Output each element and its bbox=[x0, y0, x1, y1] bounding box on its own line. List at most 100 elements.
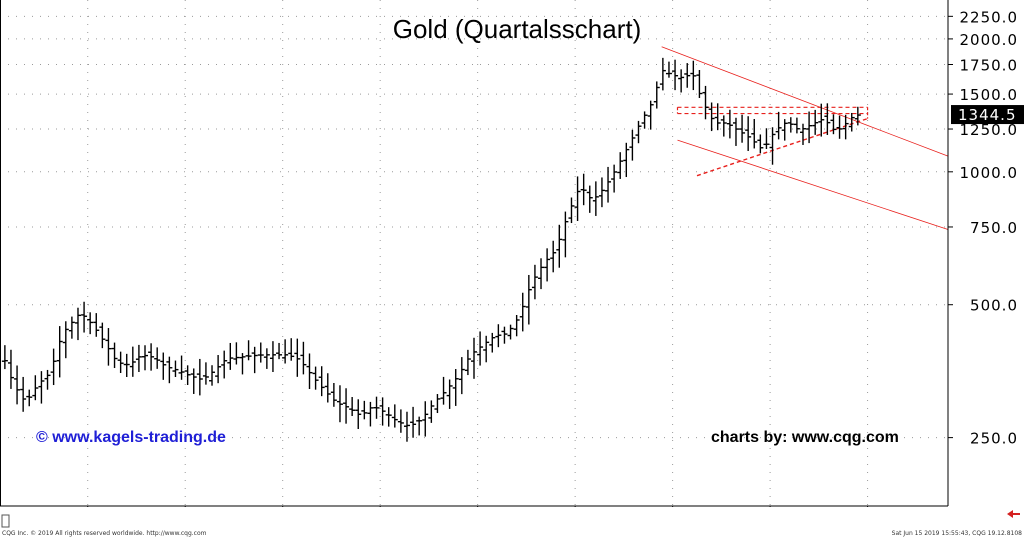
ohlc-bar bbox=[422, 401, 429, 437]
ohlc-bar bbox=[38, 371, 45, 404]
ohlc-bar bbox=[343, 388, 350, 424]
ohlc-bar bbox=[257, 342, 264, 363]
ohlc-bar bbox=[397, 409, 404, 433]
ohlc-bar bbox=[513, 314, 520, 337]
ohlc-bar bbox=[361, 400, 368, 420]
ohlc-bar bbox=[483, 335, 490, 363]
ohlc-bar bbox=[105, 328, 112, 366]
ohlc-bar bbox=[531, 264, 538, 300]
ohlc-bar bbox=[544, 248, 551, 282]
y-tick-label: 750.0 bbox=[970, 219, 1018, 237]
ohlc-bar bbox=[385, 407, 392, 427]
ohlc-bar bbox=[403, 411, 410, 442]
ohlc-bar bbox=[525, 274, 532, 325]
ohlc-bar bbox=[349, 397, 356, 416]
scroll-left-arrow-icon[interactable] bbox=[1007, 510, 1013, 518]
ohlc-bar bbox=[605, 166, 612, 203]
ohlc-bar bbox=[227, 342, 234, 370]
ohlc-bar bbox=[26, 389, 33, 407]
ohlc-bar bbox=[263, 348, 270, 369]
ohlc-bar bbox=[74, 307, 81, 341]
ohlc-bar bbox=[647, 100, 654, 130]
ohlc-bar bbox=[282, 339, 289, 364]
ohlc-bar bbox=[672, 59, 679, 91]
ohlc-bar bbox=[507, 324, 514, 340]
ohlc-bar bbox=[56, 326, 63, 378]
ohlc-bar bbox=[653, 81, 660, 109]
ohlc-bar bbox=[245, 340, 252, 361]
ohlc-bar bbox=[446, 379, 453, 409]
ohlc-bar bbox=[452, 369, 459, 406]
watermark-cqg: charts by: www.cqg.com bbox=[711, 429, 899, 446]
ohlc-bar bbox=[745, 116, 752, 151]
ohlc-bar bbox=[81, 301, 88, 333]
price-bars bbox=[1, 57, 861, 442]
ohlc-bar bbox=[830, 114, 837, 135]
ohlc-bar bbox=[355, 399, 362, 430]
ohlc-bar bbox=[178, 355, 185, 380]
horizontal-scrollbar[interactable] bbox=[0, 507, 1024, 530]
ohlc-bar bbox=[20, 376, 27, 412]
ohlc-bar bbox=[111, 342, 118, 369]
ohlc-bar bbox=[379, 397, 386, 426]
ohlc-bar bbox=[440, 376, 447, 405]
ohlc-bar bbox=[538, 258, 545, 290]
ohlc-bar bbox=[148, 343, 155, 371]
ohlc-bar bbox=[489, 332, 496, 353]
ohlc-bar bbox=[678, 69, 685, 93]
watermark-kagels: © www.kagels-trading.de bbox=[36, 429, 226, 446]
ohlc-bar bbox=[812, 109, 819, 135]
ohlc-bar bbox=[726, 109, 733, 139]
ohlc-bar bbox=[50, 348, 57, 386]
ohlc-bar bbox=[312, 366, 319, 390]
ohlc-bar bbox=[592, 181, 599, 216]
ohlc-bar bbox=[367, 401, 374, 427]
ohlc-bar bbox=[617, 152, 624, 179]
ohlc-bar bbox=[787, 117, 794, 133]
ohlc-bar bbox=[629, 129, 636, 161]
ohlc-bar bbox=[519, 292, 526, 332]
ohlc-bar bbox=[714, 103, 721, 131]
ohlc-bar bbox=[135, 344, 142, 372]
ohlc-bar bbox=[635, 120, 642, 144]
ohlc-bar bbox=[14, 365, 21, 405]
y-tick-label: 1250.0 bbox=[960, 121, 1019, 139]
ohlc-bar bbox=[239, 353, 246, 375]
ohlc-bar bbox=[391, 404, 398, 428]
ohlc-bar bbox=[611, 164, 618, 193]
ohlc-bar bbox=[154, 347, 161, 369]
scroll-start-handle[interactable] bbox=[1, 514, 10, 528]
ohlc-bar bbox=[251, 346, 258, 374]
ohlc-bar bbox=[221, 350, 228, 379]
ohlc-bar bbox=[324, 373, 331, 403]
ohlc-bar bbox=[44, 369, 51, 390]
ohlc-bar bbox=[196, 358, 203, 396]
ohlc-bar bbox=[818, 103, 825, 137]
ohlc-bar bbox=[769, 127, 776, 165]
ohlc-bar bbox=[68, 316, 75, 339]
ohlc-bar bbox=[93, 313, 100, 337]
ohlc-bar bbox=[623, 142, 630, 178]
ohlc-bar bbox=[318, 366, 325, 397]
ohlc-bar bbox=[160, 352, 167, 380]
ohlc-bar bbox=[300, 341, 307, 375]
footer-copyright: CQG Inc. © 2019 All rights reserved worl… bbox=[2, 530, 207, 537]
ohlc-bar bbox=[763, 128, 770, 149]
ohlc-bar bbox=[690, 60, 697, 91]
ohlc-bar bbox=[751, 119, 758, 149]
ohlc-bar bbox=[32, 375, 39, 401]
ohlc-bar bbox=[123, 353, 130, 378]
ohlc-bar bbox=[556, 224, 563, 268]
ohlc-bar bbox=[562, 211, 569, 258]
ohlc-bar bbox=[757, 134, 764, 154]
ohlc-bar bbox=[824, 103, 831, 135]
last-price-marker: 1344.5 bbox=[951, 105, 1024, 125]
ohlc-bar bbox=[842, 114, 849, 140]
footer-timestamp: Sat Jun 15 2019 15:55:43, CQG 19.12.8108 bbox=[892, 530, 1023, 537]
ohlc-bar bbox=[477, 331, 484, 366]
ohlc-bar bbox=[306, 353, 313, 390]
ohlc-bar bbox=[458, 357, 465, 395]
ohlc-bar bbox=[732, 117, 739, 146]
ohlc-bar bbox=[209, 365, 216, 386]
